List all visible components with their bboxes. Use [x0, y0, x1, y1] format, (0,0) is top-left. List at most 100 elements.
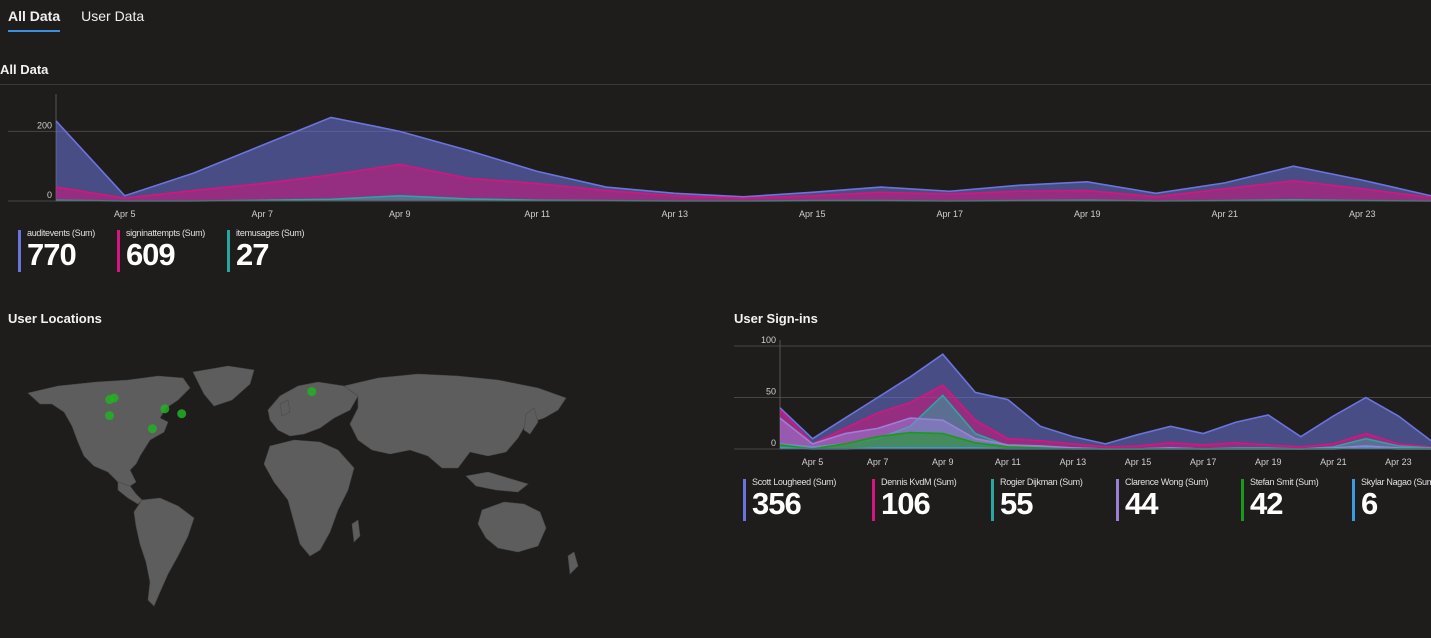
x-tick-label: Apr 13: [1060, 457, 1087, 467]
legend-series-value: 770: [27, 237, 77, 272]
legend-item-scott-lougheed[interactable]: Scott Lougheed (Sum) 356: [743, 477, 850, 521]
legend-series-value: 55: [1000, 486, 1033, 521]
legend-color-bar: [226, 230, 230, 272]
legend-color-bar: [743, 479, 746, 521]
europe-landmass: [267, 381, 359, 437]
legend-color-bar: [18, 230, 21, 272]
x-tick-label: Apr 7: [867, 457, 889, 467]
location-marker[interactable]: [160, 404, 170, 414]
x-tick-label: Apr 13: [661, 209, 688, 219]
y-tick-label: 0: [47, 190, 52, 200]
location-marker[interactable]: [109, 393, 119, 403]
x-tick-label: Apr 19: [1074, 209, 1101, 219]
legend-series-name: Skylar Nagao (Sum): [1361, 477, 1431, 487]
series-area[interactable]: [56, 195, 1431, 201]
legend-series-name: auditevents (Sum): [27, 228, 95, 238]
legend-item-signinattempts[interactable]: signinattempts (Sum) 609: [116, 228, 205, 272]
legend-item-stefan-smit[interactable]: Stefan Smit (Sum) 42: [1241, 477, 1330, 521]
y-tick-label: 100: [761, 335, 776, 345]
legend-series-name: Rogier Dijkman (Sum): [1000, 477, 1083, 487]
x-tick-label: Apr 7: [251, 209, 273, 219]
divider: [0, 84, 1431, 85]
x-tick-label: Apr 9: [932, 457, 954, 467]
legend-series-name: Stefan Smit (Sum): [1250, 477, 1319, 487]
x-tick-label: Apr 23: [1385, 457, 1412, 467]
all-data-chart[interactable]: 0 200 Apr 5 Apr 7 Apr 9 Apr 11 Apr 13 Apr 15 Apr…: [0, 90, 1431, 225]
x-tick-label: Apr 5: [802, 457, 824, 467]
legend-item-clarence-wong[interactable]: Clarence Wong (Sum) 44: [1116, 477, 1219, 521]
legend-color-bar: [872, 479, 875, 521]
series-line: [55, 163, 1431, 200]
south-america-landmass: [133, 497, 195, 607]
x-tick-label: Apr 15: [799, 209, 826, 219]
x-tick-label: Apr 17: [1190, 457, 1217, 467]
x-tick-label: Apr 9: [389, 209, 411, 219]
x-tick-label: Apr 19: [1255, 457, 1282, 467]
x-tick-label: Apr 21: [1211, 209, 1238, 219]
user-signins-chart[interactable]: 0 50 100 Apr 5 Apr 7 Apr 9 Apr 11 Apr 13 Apr 15 A…: [734, 334, 1431, 474]
madagascar-landmass: [351, 519, 361, 543]
legend-series-name: Clarence Wong (Sum): [1125, 477, 1209, 487]
location-marker[interactable]: [177, 409, 187, 419]
series-line: [55, 116, 1431, 198]
tab-all-data[interactable]: All Data: [8, 8, 61, 32]
series-area[interactable]: [780, 432, 1431, 449]
legend-series-value: 106: [881, 486, 931, 521]
user-signins-legend: Scott Lougheed (Sum) 356 Dennis KvdM (Su…: [743, 477, 1431, 521]
legend-item-skylar-nagao[interactable]: Skylar Nagao (Sum) 6: [1352, 477, 1431, 521]
asia-landmass: [343, 373, 567, 469]
y-tick-label: 200: [37, 120, 52, 130]
user-signins-title: User Sign-ins: [734, 311, 818, 326]
legend-series-value: 44: [1125, 486, 1158, 521]
new-zealand-landmass: [567, 551, 579, 575]
japan-landmass: [523, 407, 539, 435]
legend-color-bar: [116, 230, 120, 272]
legend-color-bar: [991, 479, 994, 521]
legend-color-bar: [1352, 479, 1355, 521]
location-markers: [105, 387, 317, 434]
legend-color-bar: [1116, 479, 1119, 521]
uk-landmass: [279, 399, 291, 417]
legend-series-value: 27: [235, 237, 269, 272]
x-tick-label: Apr 23: [1349, 209, 1376, 219]
australia-landmass: [477, 501, 547, 553]
legend-series-value: 356: [752, 486, 802, 521]
tab-bar: All Data User Data: [8, 8, 144, 32]
x-tick-label: Apr 5: [114, 209, 136, 219]
north-america-landmass: [27, 375, 191, 487]
legend-series-value: 42: [1250, 486, 1283, 521]
location-marker[interactable]: [307, 387, 317, 397]
legend-color-bar: [1241, 479, 1244, 521]
all-data-legend: auditevents (Sum) 770 signinattempts (Su…: [18, 228, 305, 272]
y-tick-label: 50: [766, 387, 776, 397]
legend-series-name: itemusages (Sum): [235, 228, 305, 238]
land-masses: [27, 365, 579, 607]
x-tick-label: Apr 15: [1125, 457, 1152, 467]
legend-series-name: Dennis KvdM (Sum): [881, 477, 957, 487]
legend-series-value: 6: [1361, 486, 1378, 521]
legend-series-name: Scott Lougheed (Sum): [752, 477, 837, 487]
y-tick-label: 0: [771, 438, 776, 448]
user-locations-title: User Locations: [8, 311, 102, 326]
legend-item-auditevents[interactable]: auditevents (Sum) 770: [18, 228, 95, 272]
legend-item-rogier-dijkman[interactable]: Rogier Dijkman (Sum) 55: [991, 477, 1094, 521]
world-map[interactable]: [18, 360, 590, 610]
southeast-asia-islands: [465, 471, 529, 493]
africa-landmass: [263, 439, 355, 557]
greenland-landmass: [192, 365, 255, 407]
x-tick-label: Apr 21: [1320, 457, 1347, 467]
legend-series-name: signinattempts (Sum): [125, 228, 205, 238]
x-tick-label: Apr 17: [936, 209, 963, 219]
all-data-title: All Data: [0, 62, 49, 77]
series-area[interactable]: [56, 164, 1431, 201]
central-america-landmass: [117, 481, 143, 505]
series-line: [779, 384, 1431, 448]
location-marker[interactable]: [147, 424, 157, 434]
location-marker[interactable]: [105, 411, 114, 421]
legend-item-itemusages[interactable]: itemusages (Sum) 27: [226, 228, 305, 272]
x-tick-label: Apr 11: [524, 209, 550, 219]
legend-item-dennis-kvdm[interactable]: Dennis KvdM (Sum) 106: [872, 477, 969, 521]
tab-user-data[interactable]: User Data: [81, 8, 145, 24]
legend-series-value: 609: [125, 237, 176, 272]
x-tick-label: Apr 11: [995, 457, 1021, 467]
